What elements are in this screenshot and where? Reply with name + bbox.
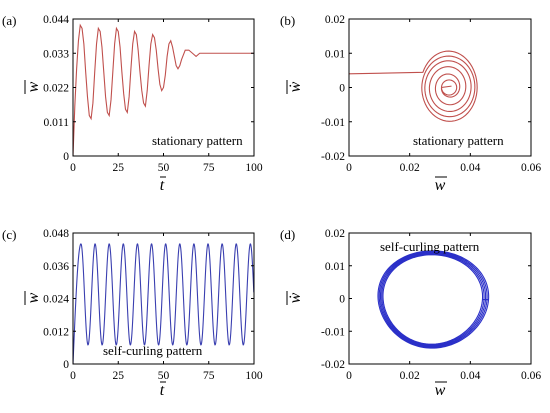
x-tick-label: 50 (158, 370, 170, 382)
y-tick-label: 0.02 (325, 14, 345, 26)
y-tick-label: -0.01 (321, 117, 345, 129)
x-tick-label: 50 (158, 162, 170, 174)
series-line (73, 23, 254, 156)
series-line (73, 243, 254, 364)
y-tick-label: 0.048 (43, 228, 69, 240)
y-tick-label: 0.022 (43, 83, 69, 95)
y-tick-label: 0 (339, 83, 345, 95)
y-tick-label: 0 (63, 359, 69, 371)
x-tick-label: 0 (346, 162, 352, 174)
x-tick-label: 0.04 (460, 370, 480, 382)
x-tick-label: 0.02 (400, 370, 420, 382)
panel-label: (a) (2, 13, 16, 28)
x-tick-label: 75 (203, 370, 215, 382)
x-tick-label: 0.06 (521, 162, 541, 174)
x-tick-label: 0.02 (400, 162, 420, 174)
y-axis-label-group: w (24, 80, 42, 94)
pattern-annotation: stationary pattern (152, 133, 243, 148)
y-tick-label: -0.02 (321, 359, 345, 371)
y-axis-label-group: ẇ (286, 291, 304, 305)
x-tick-label: 100 (245, 162, 263, 174)
y-tick-label: 0.036 (43, 261, 69, 273)
x-tick-label: 25 (113, 162, 125, 174)
series-line (377, 250, 490, 349)
y-tick-label: 0 (63, 151, 69, 163)
pattern-annotation: stationary pattern (413, 133, 504, 148)
panel-1: 0 0.02 0.04 0.06 -0.02 -0.01 0 0.01 0.02 (b) stati… (280, 13, 541, 194)
x-tick-label: 0 (70, 370, 76, 382)
y-tick-label: 0.044 (43, 14, 69, 26)
y-axis-label: ẇ (287, 292, 304, 303)
y-tick-label: 0.012 (43, 326, 69, 338)
y-tick-label: 0.01 (325, 48, 345, 60)
x-tick-label: 0.06 (521, 370, 541, 382)
x-tick-label: 0 (346, 370, 352, 382)
panel-label: (b) (280, 13, 295, 28)
x-axis-label: w (435, 177, 446, 194)
pattern-annotation: self-curling pattern (380, 239, 480, 254)
y-tick-label: 0.024 (43, 294, 69, 306)
y-tick-label: -0.02 (321, 151, 345, 163)
y-tick-label: -0.01 (321, 326, 345, 338)
panel-0: 0 25 50 75 100 0 0.011 0.022 0.033 0.044 (a) statio… (2, 13, 263, 194)
y-tick-label: 0 (339, 294, 345, 306)
y-axis-label: w (25, 292, 42, 303)
y-axis-label-group: ẇ (286, 80, 304, 94)
y-tick-label: 0.033 (43, 48, 69, 60)
x-axis-label: t (160, 382, 165, 399)
x-tick-label: 0.04 (460, 162, 480, 174)
x-axis-label: t (160, 177, 165, 194)
panel-2: 0 25 50 75 100 0 0.012 0.024 0.036 0.048 (c) self-c… (2, 227, 263, 399)
x-tick-label: 25 (113, 370, 125, 382)
y-tick-label: 0.011 (44, 117, 70, 129)
y-axis-label: ẇ (287, 81, 304, 92)
panel-label: (c) (2, 227, 16, 242)
y-tick-label: 0.01 (325, 261, 345, 273)
y-tick-label: 0.02 (325, 228, 345, 240)
x-tick-label: 75 (203, 162, 215, 174)
y-axis-label: w (25, 81, 42, 92)
x-tick-label: 100 (245, 370, 263, 382)
x-tick-label: 0 (70, 162, 76, 174)
pattern-annotation: self-curling pattern (103, 343, 203, 358)
panel-label: (d) (280, 227, 295, 242)
panel-3: 0 0.02 0.04 0.06 -0.02 -0.01 0 0.01 0.02 (d) self-… (280, 227, 541, 399)
y-axis-label-group: w (24, 291, 42, 305)
x-axis-label: w (435, 382, 446, 399)
series-line (349, 50, 478, 122)
